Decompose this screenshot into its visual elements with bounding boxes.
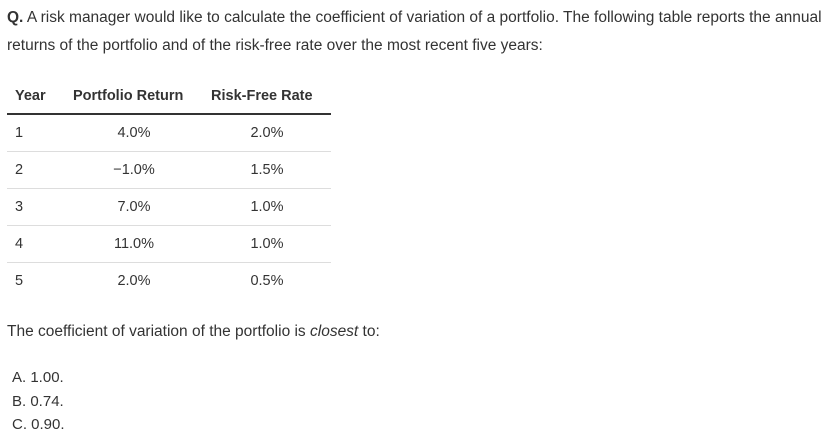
prompt-emphasis: closest xyxy=(310,323,359,340)
question-text: Q. A risk manager would like to calculat… xyxy=(7,4,833,60)
choice-b: B. 0.74. xyxy=(12,392,64,410)
answer-choices: A. 1.00. B. 0.74. C. 0.90. xyxy=(12,366,65,437)
header-portfolio-return: Portfolio Return xyxy=(65,78,203,115)
question-body: A risk manager would like to calculate t… xyxy=(7,9,822,54)
header-risk-free-rate: Risk-Free Rate xyxy=(203,78,331,115)
returns-table: Year Portfolio Return Risk-Free Rate 1 4… xyxy=(7,78,331,299)
cell-risk-free-rate: 1.5% xyxy=(203,151,331,189)
table-row: 4 11.0% 1.0% xyxy=(7,225,331,263)
cell-year: 5 xyxy=(7,262,65,299)
cell-portfolio-return: 7.0% xyxy=(65,188,203,226)
table-row: 3 7.0% 1.0% xyxy=(7,188,331,226)
cell-risk-free-rate: 2.0% xyxy=(250,125,284,141)
prompt-text-after: to: xyxy=(358,323,380,340)
cell-year: 4 xyxy=(7,225,65,263)
choice-a: A. 1.00. xyxy=(12,369,64,386)
cell-risk-free-rate: 0.5% xyxy=(203,262,331,299)
cell-risk-free-rate: 1.0% xyxy=(203,188,331,226)
header-year: Year xyxy=(7,78,65,115)
cell-risk-free-rate: 1.0% xyxy=(203,225,331,263)
cell-portfolio-return: −1.0% xyxy=(65,151,203,189)
choice-c: C. 0.90. xyxy=(12,416,65,433)
cell-portfolio-return: 4.0% xyxy=(117,125,151,141)
prompt-text-before: The coefficient of variation of the port… xyxy=(7,323,310,340)
table-row: 1 4.0% 2.0% xyxy=(7,114,331,152)
cell-year: 1 xyxy=(15,125,24,141)
table-row: 5 2.0% 0.5% xyxy=(7,262,331,299)
table-row: 2 −1.0% 1.5% xyxy=(7,151,331,189)
table-header-row: Year Portfolio Return Risk-Free Rate xyxy=(7,78,331,115)
question-prefix: Q. xyxy=(7,9,24,26)
cell-year: 3 xyxy=(7,188,65,226)
cell-year: 2 xyxy=(7,151,65,189)
cell-portfolio-return: 11.0% xyxy=(65,225,203,263)
cell-portfolio-return: 2.0% xyxy=(65,262,203,299)
question-prompt: The coefficient of variation of the port… xyxy=(7,318,380,346)
